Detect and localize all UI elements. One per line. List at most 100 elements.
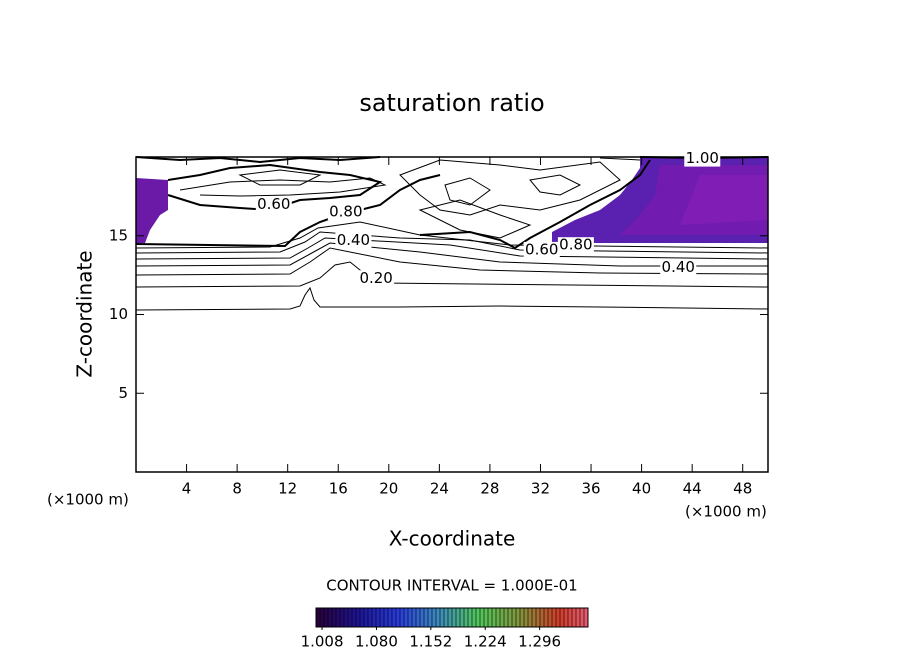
colorbar-cell <box>508 608 513 627</box>
colorbar-cell <box>352 608 357 627</box>
colorbar-cell <box>316 608 321 627</box>
colorbar-cell <box>420 608 425 627</box>
colorbar: 1.008 1.080 1.152 1.224 1.296 <box>301 607 589 651</box>
colorbar-cell <box>324 608 329 627</box>
colorbar-cell <box>428 608 433 627</box>
colorbar-cell <box>456 608 461 627</box>
x-tick-label: 4 <box>182 480 192 498</box>
y-tick-label: 10 <box>109 305 128 323</box>
x-tick-label: 28 <box>480 480 499 498</box>
colorbar-cell <box>448 608 453 627</box>
colorbar-cell <box>436 608 441 627</box>
colorbar-cell <box>336 608 341 627</box>
colorbar-frame <box>315 607 589 628</box>
x-tick-label: 24 <box>430 480 449 498</box>
colorbar-cell <box>584 608 589 627</box>
x-tick-label: 48 <box>733 480 752 498</box>
contour-label-bg <box>523 241 560 258</box>
contour-label-bg <box>684 150 721 167</box>
colorbar-cell <box>360 608 365 627</box>
contour-label: 0.40 <box>337 231 370 249</box>
colorbar-cell <box>380 608 385 627</box>
colorbar-cell <box>348 608 353 627</box>
y-unit: (×1000 m) <box>47 491 129 509</box>
colorbar-cell <box>552 608 557 627</box>
colorbar-cell <box>384 608 389 627</box>
contour-label-bg <box>557 237 594 254</box>
colorbar-cell <box>400 608 405 627</box>
colorbar-cell <box>548 608 553 627</box>
colorbar-cell <box>320 608 325 627</box>
colorbar-cell <box>340 608 345 627</box>
colorbar-tick-label: 1.008 <box>301 633 344 651</box>
contour-label-bg <box>660 259 697 276</box>
contour-lines <box>135 156 769 311</box>
colorbar-cell <box>368 608 373 627</box>
contour-label: 0.40 <box>662 258 695 276</box>
x-tick-label: 40 <box>632 480 651 498</box>
x-tick-label: 8 <box>232 480 242 498</box>
colorbar-cell <box>572 608 577 627</box>
colorbar-cell <box>576 608 581 627</box>
colorbar-cell <box>332 608 337 627</box>
colorbar-cell <box>376 608 381 627</box>
colorbar-cell <box>452 608 457 627</box>
colorbar-cell <box>484 608 489 627</box>
contour-label: 0.60 <box>525 240 558 258</box>
colorbar-cell <box>424 608 429 627</box>
colorbar-cell <box>540 608 545 627</box>
colorbar-cell <box>464 608 469 627</box>
contour-label-bg <box>358 270 395 287</box>
colorbar-cell <box>388 608 393 627</box>
x-unit: (×1000 m) <box>685 503 767 521</box>
x-tick-label: 20 <box>379 480 398 498</box>
colorbar-cell <box>488 608 493 627</box>
x-tick-label: 44 <box>683 480 702 498</box>
contour-label: 0.80 <box>329 203 362 221</box>
colorbar-cell <box>444 608 449 627</box>
colorbar-cell <box>364 608 369 627</box>
colorbar-cell <box>528 608 533 627</box>
colorbar-cell <box>544 608 549 627</box>
y-axis-title: Z-coordinate <box>73 250 97 377</box>
colorbar-cell <box>440 608 445 627</box>
contour-label-bg <box>327 204 364 221</box>
colorbar-cell <box>468 608 473 627</box>
contour-interval: CONTOUR INTERVAL = 1.000E-01 <box>326 577 577 595</box>
colorbar-cell <box>460 608 465 627</box>
colorbar-cell <box>356 608 361 627</box>
y-tick-label: 5 <box>118 384 128 402</box>
colorbar-cell <box>372 608 377 627</box>
colorbar-cell <box>560 608 565 627</box>
colorbar-tick-label: 1.080 <box>355 633 398 651</box>
colorbar-cell <box>516 608 521 627</box>
colorbar-cell <box>512 608 517 627</box>
x-tick-label: 32 <box>531 480 550 498</box>
contour-label-bg <box>255 196 292 213</box>
colorbar-tick-label: 1.152 <box>409 633 452 651</box>
colorbar-cell <box>328 608 333 627</box>
colorbar-cell <box>472 608 477 627</box>
colorbar-cell <box>392 608 397 627</box>
x-tick-label: 16 <box>329 480 348 498</box>
contour-label: 0.20 <box>359 269 392 287</box>
colorbar-cell <box>408 608 413 627</box>
colorbar-cell <box>412 608 417 627</box>
contour-label: 1.00 <box>686 149 719 167</box>
colorbar-cell <box>504 608 509 627</box>
colorbar-cell <box>344 608 349 627</box>
x-tick-label: 36 <box>581 480 600 498</box>
colorbar-cell <box>532 608 537 627</box>
colorbar-cell <box>500 608 505 627</box>
filled-region <box>136 157 768 243</box>
colorbar-cell <box>536 608 541 627</box>
colorbar-cell <box>556 608 561 627</box>
colorbar-tick-label: 1.296 <box>518 633 561 651</box>
colorbar-cell <box>476 608 481 627</box>
chart-title: saturation ratio <box>359 89 544 117</box>
colorbar-cell <box>520 608 525 627</box>
colorbar-cell <box>496 608 501 627</box>
y-tick-label: 15 <box>109 226 128 244</box>
